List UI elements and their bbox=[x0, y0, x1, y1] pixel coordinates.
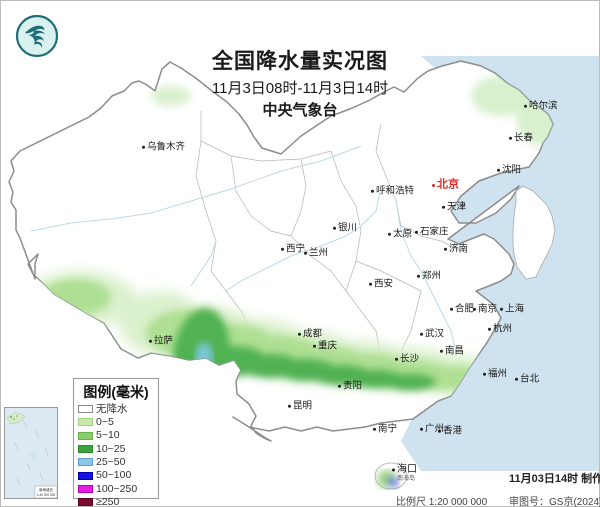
svg-text:1:40 000 000: 1:40 000 000 bbox=[37, 493, 56, 497]
svg-text:南海诸岛: 南海诸岛 bbox=[39, 487, 53, 492]
